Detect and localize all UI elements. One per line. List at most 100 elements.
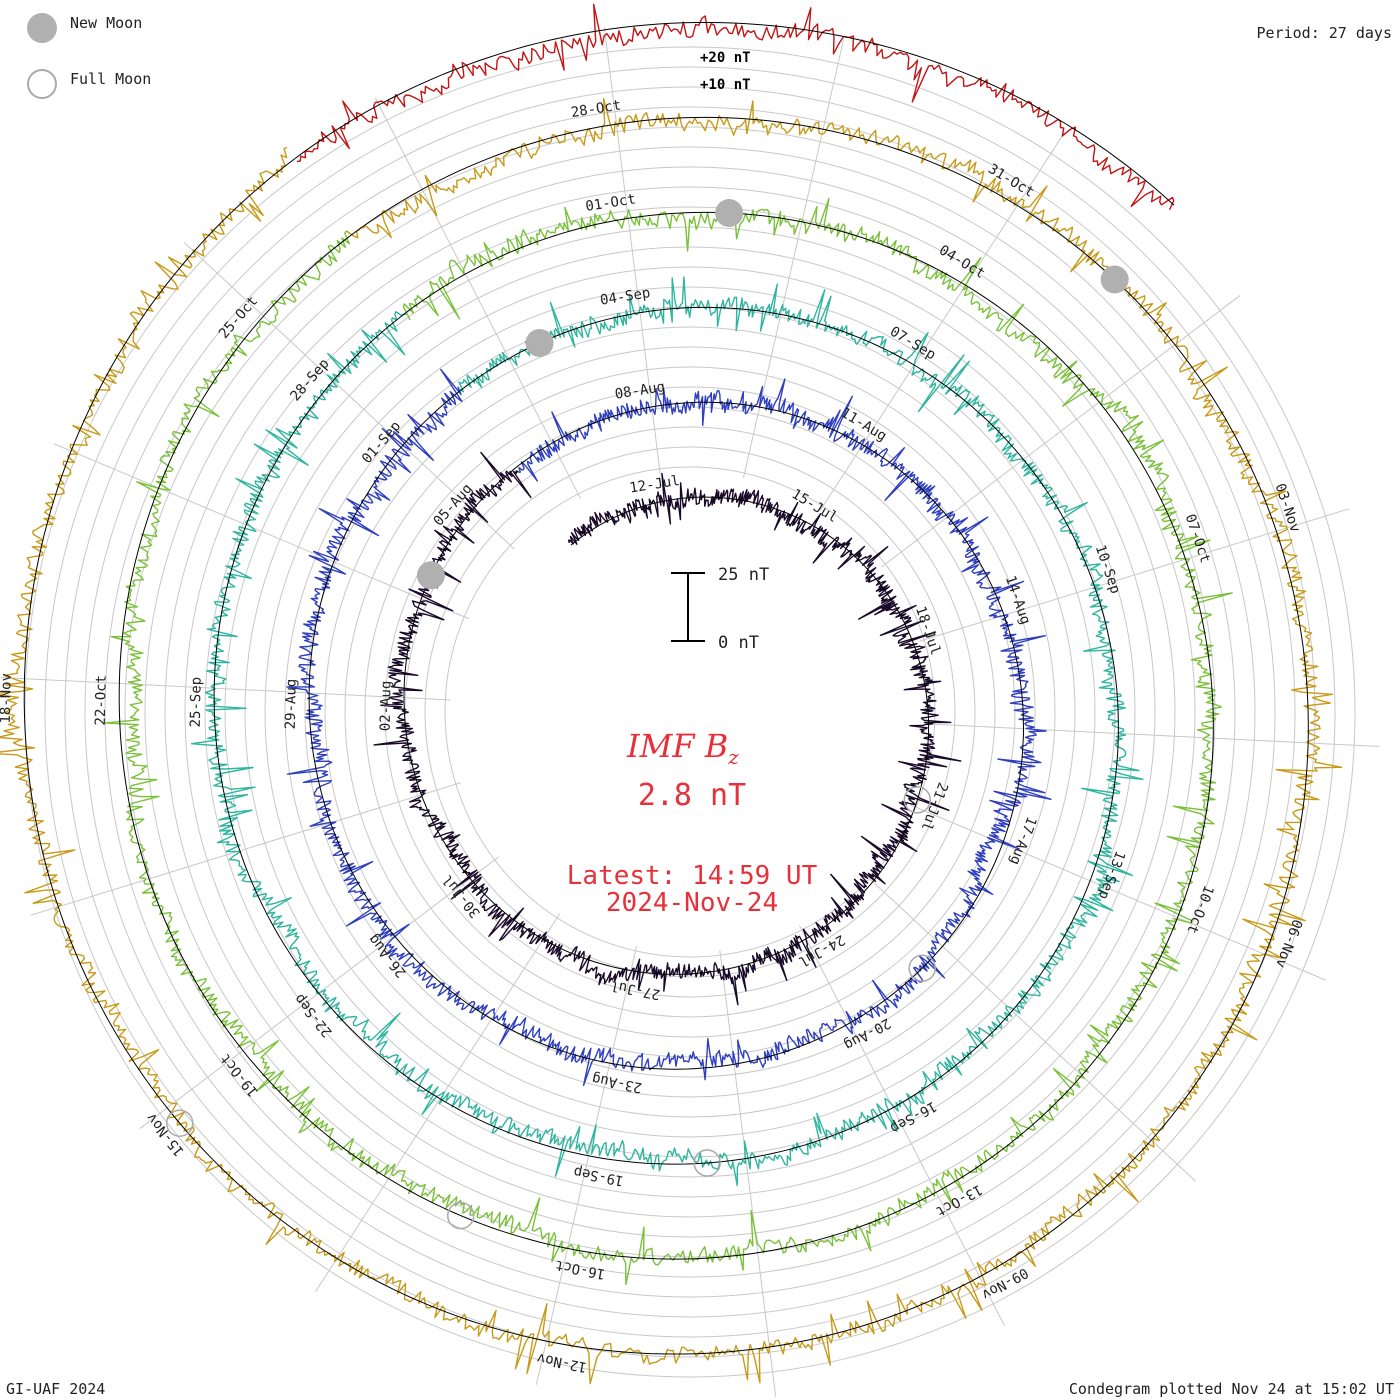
date-label: 28-Oct (570, 97, 622, 121)
date-label: 12-Jul (628, 473, 680, 497)
zero-reference-1 (403, 467, 930, 975)
title-main-text: IMF B (626, 727, 728, 765)
scale-bottom-label: 0 nT (718, 633, 759, 653)
scale-top-label: 25 nT (718, 565, 769, 585)
grid-circle (124, 146, 1256, 1278)
new-moon-marker (416, 561, 445, 590)
new-moon-icon (27, 13, 57, 43)
series-line-3 (190, 276, 1144, 1187)
date-label: 07-Sep (887, 324, 939, 364)
ring-label-10: +10 nT (700, 77, 751, 93)
new-moon-marker (715, 199, 744, 227)
latest-time: Latest: 14:59 UT (567, 861, 818, 891)
grid-circle (264, 286, 1116, 1138)
full-moon-marker (446, 1201, 475, 1230)
date-label: 18-Nov (0, 673, 15, 724)
grid-circle (184, 206, 1196, 1218)
grid-circle (24, 46, 1356, 1378)
grid-circle (424, 446, 956, 978)
date-label: 19-Oct (217, 1050, 261, 1099)
date-label: 20-Aug (841, 1014, 893, 1052)
latest-date: 2024-Nov-24 (606, 888, 778, 918)
series-line-4 (104, 197, 1233, 1286)
series-line-5 (0, 98, 1343, 1385)
zero-reference-6 (294, 22, 1175, 206)
date-label: 24-Jul (795, 931, 847, 969)
grid-radial (865, 874, 1197, 1182)
date-label: 12-Nov (536, 1350, 589, 1375)
new-moon-label: New Moon (70, 14, 142, 32)
full-moon-marker (693, 1149, 721, 1177)
grid-radial (374, 97, 581, 499)
grid-circle (144, 166, 1236, 1258)
date-label: 16-Oct (554, 1256, 607, 1281)
grid-circle (244, 266, 1136, 1158)
grid-radial (719, 950, 777, 1397)
polar-grid (0, 27, 1380, 1397)
date-label: 05-Aug (431, 481, 476, 530)
date-label: 16-Sep (887, 1098, 939, 1136)
grid-radial (183, 242, 515, 550)
date-label: 23-Aug (591, 1070, 644, 1095)
zero-reference-5 (23, 116, 1309, 1355)
date-label: 14-Aug (1002, 574, 1034, 627)
date-label: 06-Nov (1272, 917, 1305, 970)
title-subscript: z (727, 745, 739, 769)
grid-circle (364, 386, 1016, 1038)
grid-circle (84, 106, 1296, 1318)
date-label: 08-Aug (614, 379, 666, 403)
date-label: 04-Sep (599, 285, 651, 309)
grid-circle (444, 466, 936, 958)
grid-radial (881, 295, 1241, 568)
grid-circle (324, 346, 1056, 1078)
date-label: 25-Oct (216, 293, 261, 342)
ring-label-20: +20 nT (700, 50, 751, 66)
date-label: 03-Nov (1272, 481, 1304, 534)
zero-reference-2 (308, 390, 1025, 1070)
period-label: Period: 27 days (1257, 24, 1392, 42)
grid-circle (104, 126, 1276, 1298)
grid-circle (204, 226, 1176, 1198)
grid-radial (0, 677, 451, 701)
plotted-label: Condegram plotted Nov 24 at 15:02 UT (1069, 1380, 1394, 1398)
grid-radial (30, 782, 461, 916)
grid-radial (54, 443, 470, 620)
date-label: 30-Jul (439, 871, 483, 920)
new-moon-marker (1100, 265, 1129, 294)
full-moon-marker (903, 786, 932, 814)
grid-circle (304, 326, 1076, 1098)
series-line-6 (296, 3, 1175, 210)
date-label: 28-Sep (287, 356, 332, 405)
grid-radial (535, 945, 638, 1385)
grid-circle (284, 306, 1096, 1118)
date-label: 29-Aug (283, 679, 300, 730)
grid-circle (44, 66, 1336, 1358)
series-layer (0, 3, 1343, 1385)
grid-radial (315, 913, 561, 1292)
current-value: 2.8 nT (638, 778, 746, 813)
date-label: 01-Oct (584, 191, 636, 215)
full-moon-marker (165, 1109, 194, 1137)
full-moon-marker (908, 954, 936, 982)
grid-circle (344, 366, 1036, 1058)
grid-circle (64, 86, 1316, 1338)
date-label: 17-Aug (1006, 814, 1039, 867)
date-label: 09-Nov (979, 1264, 1031, 1302)
grid-radial (910, 804, 1326, 981)
zero-reference-4 (118, 211, 1214, 1260)
new-moon-marker (525, 329, 554, 357)
date-label: 13-Sep (1095, 848, 1128, 901)
grid-radial (799, 925, 1006, 1327)
date-label: 22-Oct (93, 675, 110, 726)
grid-circle (164, 186, 1216, 1238)
grid-radial (929, 723, 1380, 747)
grid-radial (919, 508, 1350, 642)
date-label: 02-Aug (378, 680, 395, 731)
grid-radial (603, 27, 661, 474)
grid-circle (224, 246, 1156, 1178)
credit-label: GI-UAF 2024 (6, 1380, 105, 1398)
full-moon-icon (27, 69, 57, 99)
zero-reference-3 (213, 306, 1119, 1165)
full-moon-label: Full Moon (70, 70, 151, 88)
